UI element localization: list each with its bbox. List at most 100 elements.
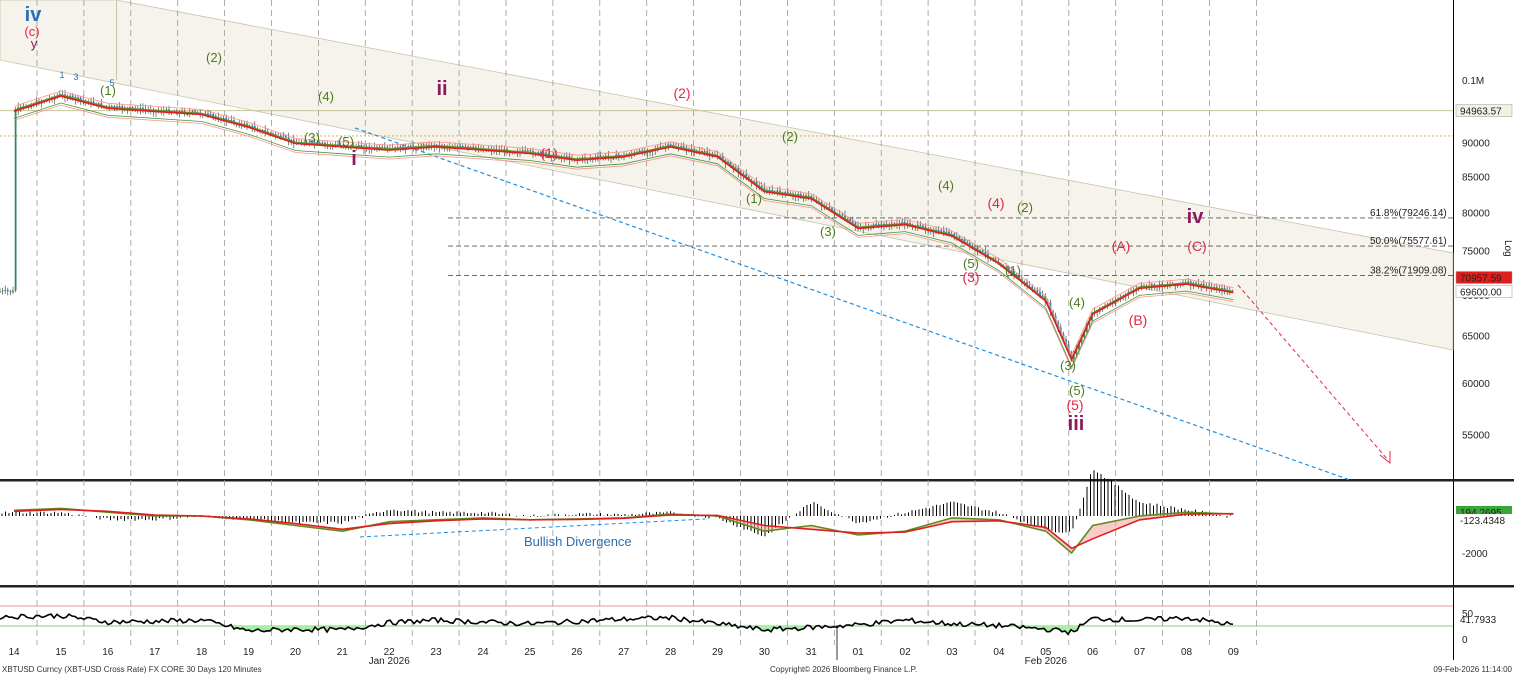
candle-body (212, 114, 215, 117)
wave-label: (1) (1005, 263, 1021, 278)
candle-body (971, 245, 974, 247)
rsi-oversold-fill (306, 626, 309, 631)
price-tag-bg (1455, 271, 1513, 284)
candle-body (1041, 295, 1044, 297)
candle-body (841, 214, 844, 216)
candle-body (71, 95, 74, 97)
wave-label: (4) (938, 178, 954, 193)
candle-body (597, 156, 599, 158)
x-tick-label: 19 (243, 647, 255, 658)
candle-body (1083, 331, 1086, 338)
candle-body (849, 219, 852, 222)
candle-body (282, 135, 285, 137)
x-tick-label: 02 (900, 647, 912, 658)
footer-timestamp: 09-Feb-2026 11:14:00 (1433, 665, 1512, 674)
rsi-tag-bg (1456, 614, 1512, 625)
candle-body (521, 150, 524, 152)
x-tick-label: 28 (665, 647, 677, 658)
candle-body (524, 150, 527, 152)
candle-body (27, 107, 30, 109)
candle-body (14, 110, 17, 291)
y-tick-label: 0.1M (1462, 76, 1484, 87)
candle-body (285, 136, 287, 138)
candle-body (1044, 295, 1047, 302)
wave-label: (4) (318, 89, 334, 104)
axes: 14 15 16 17 18 19 20 21 22 23 24 25 26 27 28 29 30 31 01 02… (8, 76, 1513, 667)
candle-body (9, 291, 12, 293)
candle-body (383, 146, 386, 148)
candle-body (394, 147, 397, 149)
x-tick-label: 22 (384, 647, 396, 658)
candle-body (316, 142, 319, 144)
candle-body (131, 107, 134, 109)
candle-body (6, 289, 9, 292)
rsi-y-tick: 50 (1462, 609, 1474, 620)
y-tick-label: 85000 (1462, 172, 1490, 183)
candle-body (1036, 289, 1039, 292)
candle-body (942, 230, 945, 234)
candle-body (968, 242, 971, 247)
candle-body (407, 146, 410, 148)
price-panel (0, 89, 1391, 481)
candle-body (1007, 267, 1010, 271)
candle-body (194, 111, 196, 113)
candle-body (789, 193, 792, 195)
x-tick-label: 20 (290, 647, 302, 658)
right-axis-border (1453, 0, 1454, 660)
x-tick-label: 26 (571, 647, 583, 658)
candle-body (721, 156, 724, 161)
macd-tag-value: -123.4348 (1460, 516, 1505, 527)
candle-body (1078, 342, 1080, 350)
y-tick-label: 75000 (1462, 247, 1490, 258)
x-tick-label: 23 (431, 647, 443, 658)
candle-body (760, 186, 763, 188)
x-tick-label: 15 (55, 647, 67, 658)
candle-body (142, 107, 144, 110)
candle-body (0, 291, 1, 293)
candle-body (649, 151, 651, 153)
envelope-line (13, 90, 1234, 356)
lower-band-line (13, 102, 1234, 368)
x-tick-label: 31 (806, 647, 818, 658)
wave-label: (3) (304, 130, 320, 145)
x-tick-label: 25 (524, 647, 536, 658)
wave-label: i (351, 148, 357, 170)
rsi-oversold-fill (1047, 626, 1050, 632)
candle-body (129, 107, 131, 109)
wave-label: (1) (746, 191, 762, 206)
candle-body (945, 231, 948, 234)
candle-body (230, 120, 233, 122)
x-month-label: Feb 2026 (1025, 656, 1068, 667)
x-tick-label: 24 (477, 647, 489, 658)
candle-body (682, 146, 685, 148)
wave-label: ii (436, 78, 447, 100)
price-tag-bg (1455, 285, 1513, 298)
rsi-oversold-fill (1065, 626, 1068, 635)
candle-body (19, 106, 22, 108)
wave-label: (3) (962, 269, 979, 285)
candle-body (963, 239, 966, 243)
candle-body (474, 146, 477, 149)
candle-body (186, 113, 189, 115)
candle-body (251, 126, 254, 128)
y-tick-label: 60000 (1462, 379, 1490, 390)
candle-body (966, 242, 969, 244)
candle-body (854, 222, 857, 226)
x-tick-label: 04 (993, 647, 1005, 658)
footer-copyright: Copyright© 2026 Bloomberg Finance L.P. (770, 665, 918, 674)
candle-body (264, 130, 267, 132)
candle-body (669, 144, 672, 146)
candle-body (680, 146, 683, 149)
candle-body (659, 146, 662, 148)
candle-body (701, 151, 703, 153)
rsi-oversold-fill (1062, 626, 1065, 632)
candle-body (539, 152, 542, 154)
candle-body (851, 221, 854, 223)
candle-body (802, 197, 805, 199)
candle-body (529, 150, 532, 152)
fib-level-label: 61.8%(79246.14) (1370, 208, 1447, 219)
candle-body (287, 137, 290, 141)
candle-body (776, 190, 779, 192)
candle-body (79, 97, 82, 100)
